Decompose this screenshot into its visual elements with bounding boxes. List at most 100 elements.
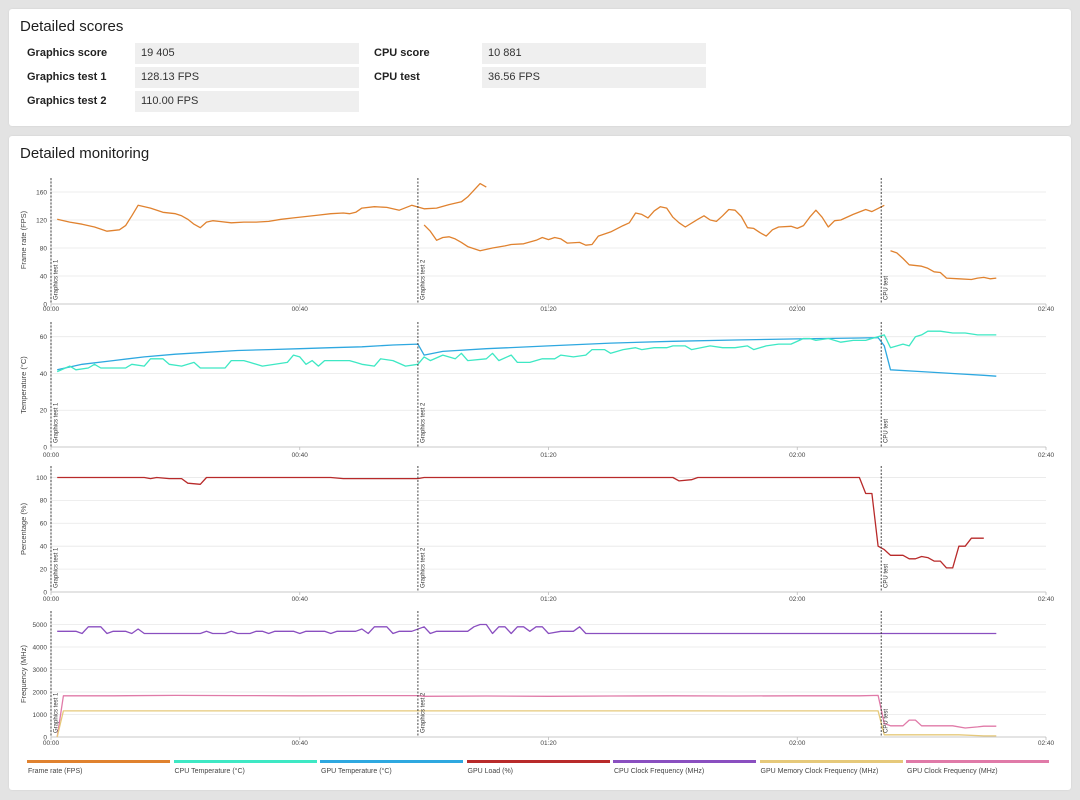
x-tick-label: 00:00 [43, 596, 60, 603]
legend-item-cpu-clock[interactable]: CPU Clock Frequency (MHz) [613, 760, 756, 776]
test-marker-label: CPU test [884, 419, 890, 443]
y-tick-label: 0 [43, 301, 47, 308]
x-tick-label: 02:00 [789, 740, 806, 747]
detailed-scores-panel: Detailed scores Graphics score 19 405 Gr… [9, 9, 1071, 126]
x-tick-label: 00:40 [292, 596, 309, 603]
x-tick-label: 02:00 [789, 306, 806, 313]
x-tick-label: 01:20 [540, 452, 557, 459]
series-line-cpu-clock [57, 623, 997, 635]
legend-swatch [173, 760, 317, 763]
legend-label: GPU Load (%) [467, 768, 514, 775]
graphics-test-1-label: Graphics test 1 [27, 71, 107, 83]
legend-item-gpu-temp[interactable]: GPU Temperature (°C) [320, 760, 463, 776]
x-tick-label: 00:00 [43, 452, 60, 459]
series-line-gpu-clock [56, 694, 997, 738]
legend-label: GPU Memory Clock Frequency (MHz) [760, 768, 879, 775]
x-tick-label: 00:40 [292, 452, 309, 459]
graphics-score-value: 19 405 [135, 43, 359, 64]
cpu-score-label: CPU score [374, 47, 430, 59]
y-axis-label: Frequency (MHz) [19, 645, 28, 703]
series-line-frame-rate [57, 182, 487, 232]
test-marker-label: CPU test [884, 276, 890, 300]
x-tick-label: 02:40 [1038, 306, 1055, 313]
x-tick-label: 02:40 [1038, 740, 1055, 747]
legend-swatch [27, 760, 170, 763]
cpu-test-value: 36.56 FPS [482, 67, 706, 88]
legend-item-gpu-clock[interactable]: GPU Clock Frequency (MHz) [906, 760, 1049, 776]
x-tick-label: 02:00 [789, 452, 806, 459]
y-tick-label: 80 [40, 498, 48, 505]
legend-swatch [906, 760, 1049, 763]
legend-item-cpu-temp[interactable]: CPU Temperature (°C) [173, 760, 317, 776]
y-tick-label: 40 [40, 273, 48, 280]
test-marker-label: CPU test [884, 564, 890, 588]
y-tick-label: 20 [40, 566, 48, 573]
test-marker-label: Graphics test 2 [420, 692, 426, 733]
x-tick-label: 01:20 [540, 596, 557, 603]
legend-label: GPU Clock Frequency (MHz) [907, 768, 998, 775]
legend-label: CPU Clock Frequency (MHz) [614, 768, 705, 775]
x-tick-label: 00:00 [43, 740, 60, 747]
test-marker-label: Graphics test 1 [54, 259, 60, 300]
y-tick-label: 120 [36, 217, 47, 224]
series-line-gpu-load [57, 476, 984, 569]
detailed-scores-title: Detailed scores [20, 18, 124, 35]
graphics-score-label: Graphics score [27, 47, 108, 59]
legend-swatch [613, 760, 756, 763]
x-tick-label: 02:00 [789, 596, 806, 603]
x-tick-label: 00:40 [292, 740, 309, 747]
cpu-test-label: CPU test [374, 71, 420, 83]
graphics-test-1-value: 128.13 FPS [135, 67, 359, 88]
y-tick-label: 40 [40, 371, 48, 378]
test-marker-label: Graphics test 2 [420, 547, 426, 588]
x-tick-label: 02:40 [1038, 596, 1055, 603]
chart-3: 0 20 40 60 80 100 00:00 00:40 01:20 02:00 02:40 Per… [19, 466, 1055, 603]
x-tick-label: 01:20 [540, 306, 557, 313]
series-line-frame-rate [423, 204, 885, 252]
y-tick-label: 3000 [33, 667, 48, 674]
cpu-score-value: 10 881 [482, 43, 706, 64]
test-marker-label: Graphics test 1 [54, 547, 60, 588]
graphics-test-2-label: Graphics test 2 [27, 95, 107, 107]
detailed-monitoring-panel: Detailed monitoring [9, 136, 1071, 790]
y-tick-label: 40 [40, 543, 48, 550]
legend-swatch [320, 760, 463, 763]
series-line-gpu-mem-clock [56, 710, 997, 738]
y-axis-label: Frame rate (FPS) [19, 210, 28, 269]
series-line-frame-rate [890, 250, 997, 281]
y-tick-label: 0 [43, 589, 47, 596]
legend-swatch [759, 760, 903, 763]
legend-swatch [466, 760, 610, 763]
y-tick-label: 4000 [33, 644, 48, 651]
test-marker-label: Graphics test 2 [420, 259, 426, 300]
chart-2: 0 20 40 60 00:00 00:40 01:20 02:00 02:40 Temperat… [19, 322, 1055, 459]
y-tick-label: 0 [43, 734, 47, 741]
y-tick-label: 2000 [33, 689, 48, 696]
y-tick-label: 160 [36, 189, 47, 196]
legend-item-gpu-load[interactable]: GPU Load (%) [466, 760, 610, 776]
y-tick-label: 80 [40, 245, 48, 252]
legend-item-frame-rate[interactable]: Frame rate (FPS) [27, 760, 170, 776]
test-marker-label: Graphics test 1 [54, 402, 60, 443]
y-axis-label: Percentage (%) [19, 502, 28, 555]
y-tick-label: 0 [43, 444, 47, 451]
legend-item-gpu-mem-clock[interactable]: GPU Memory Clock Frequency (MHz) [759, 760, 903, 776]
legend-label: GPU Temperature (°C) [321, 768, 392, 775]
y-tick-label: 1000 [33, 712, 48, 719]
series-line-cpu-temp [56, 330, 997, 373]
x-tick-label: 00:00 [43, 306, 60, 313]
test-marker-label: Graphics test 1 [54, 692, 60, 733]
y-tick-label: 20 [40, 408, 48, 415]
chart-1: 0 40 80 120 160 00:00 00:40 01:20 02:00 02:40 Fram… [19, 178, 1055, 313]
y-tick-label: 60 [40, 334, 48, 341]
test-marker-label: Graphics test 2 [420, 402, 426, 443]
x-tick-label: 01:20 [540, 740, 557, 747]
legend-label: CPU Temperature (°C) [174, 768, 245, 775]
legend-label: Frame rate (FPS) [28, 768, 83, 775]
y-tick-label: 5000 [33, 622, 48, 629]
series-line-gpu-temp [57, 336, 997, 377]
graphics-test-2-value: 110.00 FPS [135, 91, 359, 112]
test-marker-label: CPU test [884, 709, 890, 733]
chart-4: 0 1000 2000 3000 4000 5000 00:00 00:40 01:20 02:0… [19, 611, 1055, 747]
